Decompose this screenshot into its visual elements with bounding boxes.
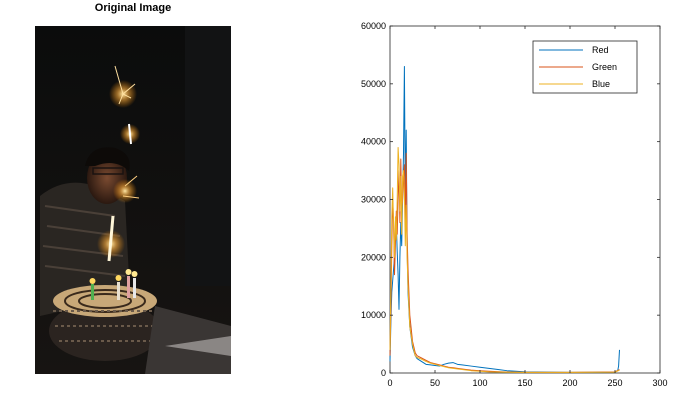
sparkler-mid [120,123,140,145]
cake-base [49,301,161,361]
person-body-pattern [42,205,126,277]
x-tick-label: 0 [387,378,392,388]
candles [89,269,138,300]
legend: Red Green Blue [532,40,638,94]
image-title: Original Image [94,2,172,14]
x-tick-label: 300 [652,378,667,388]
legend-label-blue: Blue [592,79,610,89]
cake-top-pattern [64,289,146,313]
y-tick-label: 20000 [361,252,386,262]
x-tick-label: 250 [607,378,622,388]
person-hair [85,147,130,171]
series-line-green [389,152,620,373]
x-tick-label: 100 [472,378,487,388]
x-tick-label: 150 [517,378,532,388]
sparkler-low [97,175,140,262]
y-tick-label: 0 [381,368,386,378]
x-tick-label: 50 [430,378,440,388]
y-tick-label: 40000 [361,137,386,147]
y-tick-label: 10000 [361,310,386,320]
table-cloth-fold [165,336,231,356]
x-tick-label: 200 [562,378,577,388]
series-line-red [389,65,620,373]
y-tick-label: 60000 [361,21,386,31]
sparkler-top [109,65,137,108]
person-glasses [92,167,124,175]
legend-label-red: Red [592,45,609,55]
y-tick-label: 30000 [361,195,386,205]
person-body [40,182,130,316]
photo-door [185,26,231,286]
series-line-blue [389,146,620,373]
legend-label-green: Green [592,62,617,72]
cake-side-pattern [53,310,157,342]
series-group [389,65,620,373]
cake-top-inner [78,293,132,309]
table-cloth [145,306,231,374]
ticks-group: 0 50 100 150 200 250 300 0 10000 20000 30000 40000 5… [361,21,668,388]
original-image [35,26,231,374]
y-tick-label: 50000 [361,79,386,89]
